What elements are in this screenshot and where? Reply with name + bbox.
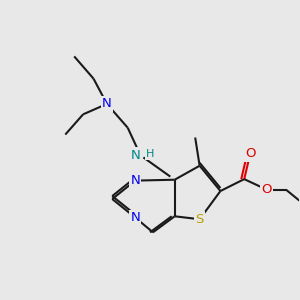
Text: N: N bbox=[131, 149, 140, 162]
Text: N: N bbox=[102, 98, 112, 110]
Text: S: S bbox=[195, 213, 204, 226]
Text: N: N bbox=[130, 174, 140, 187]
Text: O: O bbox=[245, 147, 255, 161]
Text: N: N bbox=[130, 211, 140, 224]
Text: H: H bbox=[146, 149, 154, 159]
Text: O: O bbox=[261, 183, 272, 196]
